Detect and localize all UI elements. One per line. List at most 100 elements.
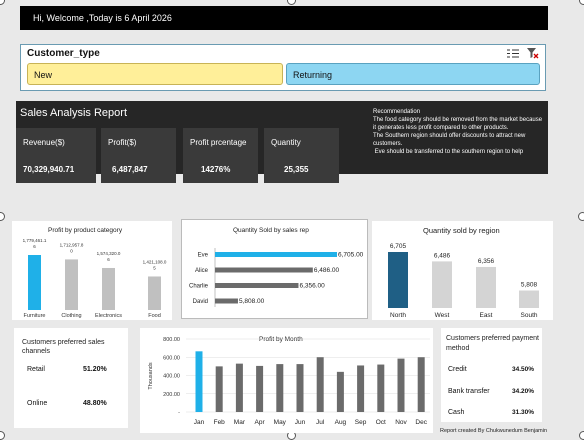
clear-filter-icon[interactable] bbox=[527, 48, 539, 59]
table-title: Customers preferred payment method bbox=[446, 335, 539, 352]
welcome-banner: Hi, Welcome ,Today is 6 April 2026 bbox=[20, 6, 548, 30]
recommendation-line: Eve should be transferred to the souther… bbox=[373, 149, 524, 155]
x-tick-label: Aug bbox=[335, 419, 347, 426]
bar bbox=[377, 364, 385, 412]
data-label: 5,808.00 bbox=[239, 298, 265, 305]
quantity-by-region-chart: 6,705 North 6,486 West 6,356 East 5,808 South bbox=[388, 243, 539, 319]
y-tick-label: Charlie bbox=[189, 284, 209, 290]
resize-handle-bottom-left[interactable] bbox=[0, 431, 5, 440]
chart-title: Quantity Sold by sales rep bbox=[233, 227, 309, 234]
y-tick-label: - bbox=[178, 410, 180, 416]
kpi-value: 14276% bbox=[201, 165, 231, 174]
bar bbox=[519, 290, 539, 308]
bar bbox=[65, 259, 78, 310]
sales-channels-card: Customers preferred sales channels Retai… bbox=[14, 328, 128, 428]
bar bbox=[215, 252, 337, 257]
quantity-by-rep-card[interactable]: Quantity Sold by sales rep Eve 6,705.00 Al… bbox=[181, 219, 368, 319]
multi-select-icon[interactable] bbox=[507, 48, 519, 59]
payment-value: 31.30% bbox=[512, 409, 535, 416]
data-label: 6,486 bbox=[434, 252, 451, 259]
y-tick-label: 800.00 bbox=[163, 337, 180, 343]
report-credit: Report created By Chukwunedum Benjamin bbox=[440, 428, 548, 434]
kpi-card-revenue: Revenue($) 70,329,940.71 bbox=[16, 128, 96, 183]
kpi-card-profit: Profit($) 6,487,847 bbox=[101, 128, 176, 183]
data-label: 1,574,320.0 bbox=[97, 251, 121, 256]
sales-report-title: Sales Analysis Report bbox=[20, 107, 127, 119]
profit-by-month-chart: 800.00 600.00 400.00 200.00 - Thousands Jan Feb… bbox=[148, 337, 430, 426]
kpi-label: Quantity bbox=[271, 138, 301, 147]
resize-handle-mid-right[interactable] bbox=[578, 212, 584, 221]
y-tick-label: 600.00 bbox=[163, 355, 180, 361]
x-tick-label: Mar bbox=[234, 419, 246, 426]
recommendation-title: Recommendation bbox=[373, 109, 421, 115]
y-axis-label: Thousands bbox=[148, 362, 154, 389]
y-tick-label: 400.00 bbox=[163, 374, 180, 380]
kpi-value: 6,487,847 bbox=[112, 165, 148, 174]
x-tick-label: Jan bbox=[194, 419, 205, 426]
bar bbox=[215, 267, 313, 273]
table-title: Customers preferred sales channels bbox=[22, 339, 105, 355]
customer-type-slicer[interactable]: Customer_type New Returning bbox=[20, 44, 546, 91]
welcome-text: Hi, Welcome ,Today is 6 April 2026 bbox=[33, 13, 172, 23]
x-tick-label: Oct bbox=[376, 419, 386, 426]
bar bbox=[215, 366, 223, 412]
kpi-card-quantity: Quantity 25,355 bbox=[264, 128, 339, 183]
bar bbox=[276, 364, 284, 412]
kpi-label: Revenue($) bbox=[23, 138, 65, 147]
kpi-label: Profit prcentage bbox=[190, 138, 247, 147]
resize-handle-top-left[interactable] bbox=[0, 0, 5, 5]
x-tick-label: Electronics bbox=[95, 313, 122, 319]
payment-value: 34.50% bbox=[512, 366, 535, 373]
bar bbox=[476, 266, 496, 308]
data-label: 6 bbox=[107, 257, 110, 262]
x-tick-label: Clothing bbox=[61, 313, 81, 319]
data-label: 6,486.00 bbox=[314, 267, 340, 274]
x-tick-label: North bbox=[390, 312, 406, 319]
profit-by-category-card[interactable]: Profit by product category 1,779,461.1 6 F… bbox=[12, 221, 172, 320]
x-tick-label: Food bbox=[148, 313, 161, 319]
channel-value: 48.80% bbox=[83, 400, 107, 407]
y-tick-label: 200.00 bbox=[163, 392, 180, 398]
x-tick-label: South bbox=[521, 312, 538, 319]
kpi-value: 70,329,940.71 bbox=[23, 165, 75, 174]
x-tick-label: Nov bbox=[395, 419, 407, 426]
channel-value: 51.20% bbox=[83, 366, 107, 373]
recommendation-box: Recommendation The food category should … bbox=[373, 108, 543, 156]
data-label: 1,421,108.0 bbox=[143, 259, 167, 264]
bar bbox=[417, 357, 425, 412]
resize-handle-top-right[interactable] bbox=[579, 0, 584, 5]
x-tick-label: Dec bbox=[415, 419, 427, 426]
profit-by-month-card[interactable]: Profit by Month 800.00 600.00 400.00 200.00… bbox=[140, 328, 433, 433]
bar bbox=[235, 363, 243, 412]
profit-by-category-chart: 1,779,461.16Furniture1,712,957.80Clothin… bbox=[23, 238, 167, 319]
quantity-by-rep-chart: Eve 6,705.00 Alice 6,486.00 Charlie 6,356.00 D… bbox=[189, 248, 364, 307]
data-label: 1,712,957.8 bbox=[60, 242, 84, 247]
y-tick-label: David bbox=[193, 299, 208, 305]
bar bbox=[388, 252, 408, 308]
payment-value: 34.20% bbox=[512, 388, 535, 395]
bar bbox=[397, 358, 405, 412]
data-label: 5,808 bbox=[521, 281, 538, 288]
kpi-card-profit-percentage: Profit prcentage 14276% bbox=[183, 128, 258, 183]
resize-handle-mid-left[interactable] bbox=[0, 212, 5, 221]
bar bbox=[316, 357, 324, 412]
bar bbox=[296, 364, 304, 412]
payment-label: Cash bbox=[448, 409, 465, 416]
data-label: 6,705 bbox=[390, 243, 407, 250]
quantity-by-region-card[interactable]: Quantity sold by region 6,705 North 6,486 W… bbox=[372, 221, 553, 320]
x-tick-label: Jun bbox=[295, 419, 306, 426]
bar bbox=[336, 371, 344, 412]
data-label: 5 bbox=[153, 265, 156, 270]
slicer-option-returning[interactable]: Returning bbox=[286, 63, 540, 85]
x-tick-label: Feb bbox=[214, 419, 226, 426]
kpi-value: 25,355 bbox=[284, 165, 309, 174]
chart-title: Quantity sold by region bbox=[423, 226, 500, 235]
bar bbox=[215, 283, 299, 288]
y-tick-label: Alice bbox=[195, 268, 209, 274]
resize-handle-top-center[interactable] bbox=[287, 0, 296, 5]
x-tick-label: Furniture bbox=[23, 313, 45, 319]
bar bbox=[195, 351, 203, 412]
slicer-option-new[interactable]: New bbox=[27, 63, 283, 85]
resize-handle-bottom-right[interactable] bbox=[579, 431, 584, 440]
bar bbox=[28, 255, 41, 310]
